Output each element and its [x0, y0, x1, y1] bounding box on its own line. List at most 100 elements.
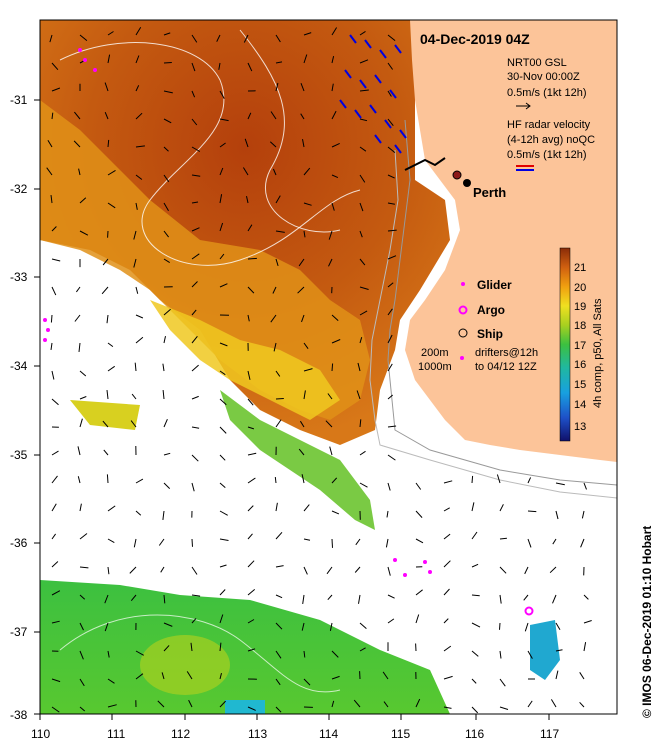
velocity-arrow [331, 110, 337, 120]
velocity-arrow [301, 314, 305, 323]
velocity-arrow [247, 62, 253, 72]
velocity-arrow [359, 258, 366, 266]
velocity-arrow [247, 398, 254, 406]
velocity-arrow [385, 538, 389, 548]
velocity-arrow [191, 90, 196, 98]
velocity-arrow [387, 202, 395, 205]
ship-marker [452, 170, 462, 180]
velocity-arrow [275, 230, 285, 233]
velocity-arrow [134, 362, 137, 372]
velocity-arrow [273, 342, 277, 352]
velocity-arrow [331, 650, 339, 658]
cb-tick-13: 13 [574, 421, 586, 433]
hf-radar-arrow [389, 89, 397, 99]
velocity-arrow [79, 594, 86, 600]
velocity-arrow [443, 706, 452, 709]
velocity-arrow [162, 390, 165, 400]
velocity-arrow [50, 314, 53, 323]
velocity-arrow [527, 650, 533, 659]
velocity-arrow [79, 197, 87, 204]
sst-green-strip [220, 390, 375, 530]
velocity-arrow [331, 314, 339, 321]
velocity-arrow [51, 450, 59, 456]
velocity-arrow [163, 335, 166, 344]
velocity-arrow [219, 564, 227, 568]
velocity-arrow [219, 167, 224, 176]
hf-radar-arrow [359, 79, 367, 89]
velocity-arrow [329, 446, 333, 456]
velocity-arrow [106, 474, 109, 484]
velocity-arrow [387, 334, 393, 344]
velocity-arrow [583, 594, 589, 600]
velocity-arrow [163, 202, 169, 212]
velocity-arrow [359, 647, 366, 652]
velocity-arrow [325, 420, 333, 428]
velocity-arrow [270, 111, 277, 120]
velocity-arrow [443, 533, 451, 540]
velocity-arrow [297, 286, 305, 294]
velocity-arrow [303, 167, 311, 176]
velocity-arrow [191, 364, 199, 372]
map-title: 04-Dec-2019 04Z [420, 31, 530, 47]
velocity-arrow [415, 510, 423, 518]
velocity-arrow [275, 258, 279, 267]
velocity-arrow [104, 594, 109, 604]
velocity-arrow [415, 482, 422, 490]
velocity-arrow [163, 90, 173, 94]
velocity-arrow [216, 34, 221, 42]
velocity-arrow [163, 482, 171, 489]
argo-marker [524, 606, 534, 616]
hf-radar-arrow [344, 69, 352, 79]
velocity-arrow [303, 650, 306, 658]
lat-label-32: -32 [10, 182, 28, 196]
hf-radar-arrow [364, 39, 372, 49]
velocity-arrow [51, 87, 61, 92]
velocity-arrow [247, 257, 257, 260]
velocity-arrow [157, 700, 165, 708]
legend-glider: Glider [477, 278, 512, 292]
velocity-arrow [387, 118, 394, 127]
legend-ship: Ship [477, 327, 503, 341]
velocity-arrow [46, 167, 53, 176]
drifters-line2: to 04/12 12Z [475, 361, 537, 373]
hf-radar-arrow [339, 99, 347, 109]
argo-legend-icon [458, 305, 468, 315]
velocity-arrow [219, 510, 228, 516]
velocity-arrow [158, 538, 165, 546]
velocity-arrow [274, 476, 277, 484]
velocity-arrow [527, 538, 532, 548]
hf-radar-arrow [374, 74, 382, 84]
velocity-arrow [275, 565, 284, 568]
ship-legend-icon [458, 328, 468, 338]
velocity-arrow [415, 589, 423, 596]
velocity-arrow [107, 505, 116, 512]
velocity-arrow [219, 672, 222, 680]
velocity-arrow [356, 390, 361, 400]
lon-label-114: 114 [319, 727, 338, 741]
hf-radar-arrow [374, 134, 382, 144]
velocity-arrow [242, 167, 249, 176]
velocity-arrow [275, 398, 284, 400]
velocity-arrow [496, 474, 501, 484]
velocity-arrow [387, 425, 397, 428]
velocity-arrow [359, 59, 369, 64]
velocity-arrow [106, 390, 109, 400]
velocity-arrow [51, 112, 54, 120]
velocity-arrow [161, 672, 165, 680]
depth-1000m: 1000m [418, 361, 452, 373]
velocity-arrow [77, 446, 81, 456]
velocity-arrow [275, 61, 283, 64]
velocity-arrow [77, 476, 81, 484]
velocity-arrow [415, 538, 424, 544]
hf-radar-arrow [349, 34, 357, 44]
credit-text: © IMOS 06-Dec-2019 01:10 Hobart [640, 526, 654, 718]
velocity-arrow [552, 538, 557, 545]
legend-argo: Argo [477, 303, 505, 317]
velocity-arrow [219, 283, 228, 288]
velocity-arrow [163, 419, 168, 428]
velocity-arrow [275, 34, 281, 43]
velocity-arrow [135, 286, 139, 294]
velocity-arrow [135, 27, 142, 36]
velocity-arrow [79, 678, 85, 687]
